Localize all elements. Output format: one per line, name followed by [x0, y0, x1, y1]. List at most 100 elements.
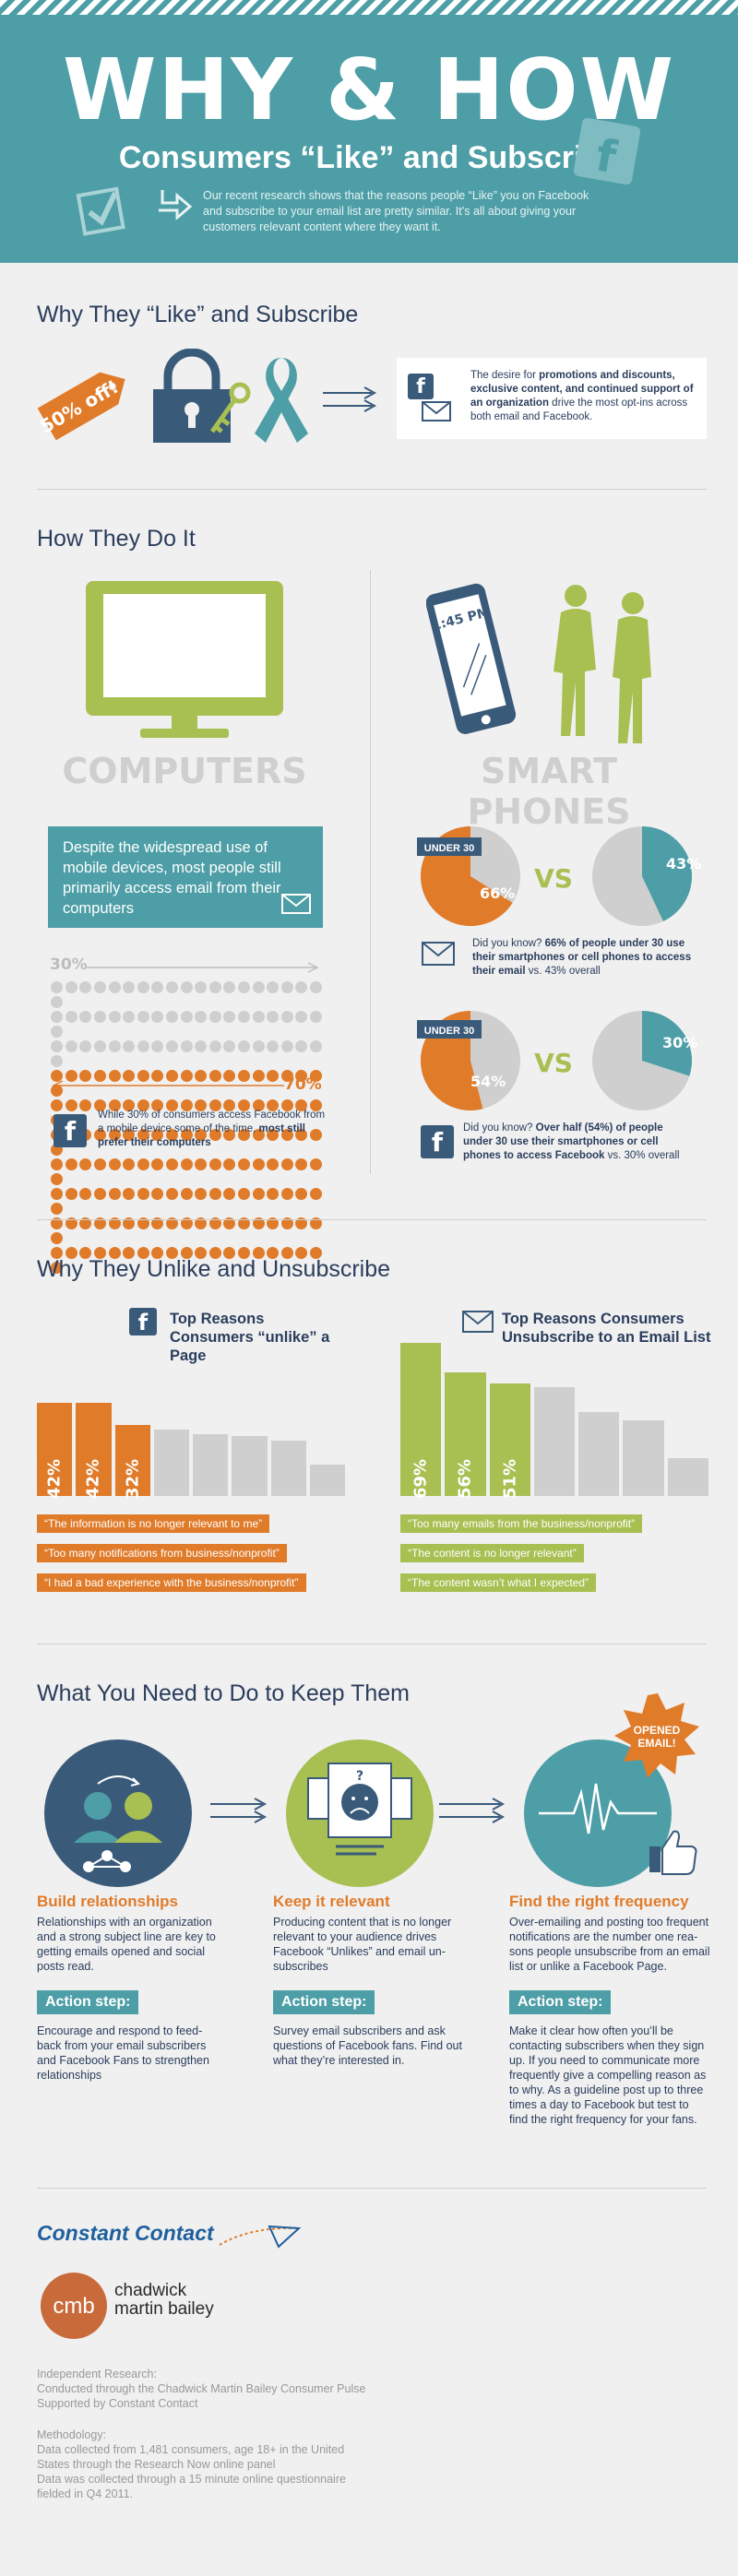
grid-dot — [195, 1129, 208, 1141]
grid-dot — [280, 1099, 293, 1111]
grid-dot — [180, 1040, 193, 1052]
grid-dot — [79, 981, 92, 993]
grid-dot — [166, 1040, 179, 1052]
grid-dot — [94, 1129, 107, 1141]
grid-dot — [51, 1188, 64, 1200]
grid-dot — [180, 981, 193, 993]
arrow-line — [52, 1080, 284, 1091]
grid-dot — [94, 1188, 107, 1200]
pie-slice — [642, 1011, 692, 1076]
grid-dot — [137, 1188, 149, 1200]
grid-dot — [137, 1099, 149, 1111]
grid-dot — [94, 1011, 107, 1023]
action-step-text: Survey email subscribers and ask questio… — [273, 2024, 462, 2067]
grid-dot — [195, 1040, 208, 1052]
opened-email-badge: OPENED EMAIL! — [614, 1693, 699, 1778]
unsubscribe-heading: Top Reasons Consumers Unsubscribe to an … — [498, 1308, 716, 1348]
grid-dot — [238, 1040, 251, 1052]
grid-dot — [108, 1070, 121, 1082]
grid-dot — [180, 1070, 193, 1082]
grid-dot — [223, 1040, 236, 1052]
discount-tag-icon: 50% off! — [36, 372, 125, 441]
chart-bar: 42% — [37, 1403, 73, 1499]
grid-dot — [208, 1158, 221, 1170]
header-stripes — [0, 0, 738, 15]
grid-dot — [280, 1188, 293, 1200]
step-title: Keep it relevant — [273, 1893, 390, 1910]
grid-dot — [280, 981, 293, 993]
action-step-label: Action step: — [509, 1990, 612, 2014]
double-arrow-icon — [439, 1798, 506, 1823]
grid-dot — [238, 1011, 251, 1023]
grid-dot — [79, 1070, 92, 1082]
grid-dot — [252, 1011, 265, 1023]
grid-dot — [94, 981, 107, 993]
grid-dot — [123, 1011, 136, 1023]
grid-dot — [252, 981, 265, 993]
grid-dot — [223, 1099, 236, 1111]
grid-dot — [108, 1011, 121, 1023]
grid-dot — [137, 1070, 149, 1082]
grid-dot — [223, 1247, 236, 1259]
grid-dot — [151, 1129, 164, 1141]
grid-dot — [65, 1070, 77, 1082]
under30-label: UNDER 30 — [424, 843, 474, 854]
grid-dot — [208, 1011, 221, 1023]
facebook-tile-icon: f — [573, 117, 641, 185]
chart-bar — [667, 1458, 708, 1496]
action-step-label: Action step: — [273, 1990, 375, 2014]
grid-dot — [252, 1070, 265, 1082]
grid-dot — [137, 1158, 149, 1170]
grid-dot — [180, 1247, 193, 1259]
step-text: Over-emailing and posting too frequent n… — [509, 1916, 710, 1973]
pie-label: 43% — [666, 855, 701, 873]
grid-dot — [65, 1247, 77, 1259]
grid-dot — [252, 1158, 265, 1170]
divider — [37, 1219, 707, 1220]
grid-dot — [309, 1099, 322, 1111]
grid-dot — [137, 1011, 149, 1023]
percent-70-label: 70% — [284, 1075, 322, 1094]
chart-bar: 42% — [76, 1403, 112, 1499]
grid-dot — [151, 1040, 164, 1052]
grid-dot — [180, 1188, 193, 1200]
grid-dot — [223, 1129, 236, 1141]
cmb-logo-mark: cmb — [53, 2294, 94, 2319]
section-title-keep: What You Need to Do to Keep Them — [37, 1680, 410, 1706]
chart-bar: 51% — [489, 1383, 530, 1499]
grid-dot — [309, 1247, 322, 1259]
grid-dot — [295, 1070, 308, 1082]
grid-dot — [295, 1129, 308, 1141]
grid-dot — [123, 981, 136, 993]
grid-dot — [94, 1247, 107, 1259]
grid-dot — [123, 1099, 136, 1111]
constant-contact-logo: Constant Contact — [37, 2221, 214, 2245]
grid-dot — [94, 1217, 107, 1229]
grid-dot — [51, 1217, 64, 1229]
unlike-heading: Top Reasons Consumers “unlike” a Page — [166, 1308, 351, 1367]
grid-dot — [51, 1085, 64, 1097]
grid-dot — [137, 1129, 149, 1141]
section-title-how: How They Do It — [37, 526, 196, 552]
pie2-note: Did you know? Over half (54%) of people … — [463, 1122, 680, 1161]
under30-label: UNDER 30 — [424, 1026, 474, 1037]
grid-dot — [267, 1070, 280, 1082]
grid-dot — [223, 1011, 236, 1023]
grid-dot — [295, 1011, 308, 1023]
grid-dot — [79, 1011, 92, 1023]
relationships-icon — [44, 1739, 192, 1887]
grid-dot — [108, 981, 121, 993]
curved-arrow-icon — [159, 190, 193, 220]
grid-dot — [51, 1099, 64, 1111]
grid-dot — [51, 1203, 64, 1215]
grid-dot — [295, 1099, 308, 1111]
grid-dot — [137, 1040, 149, 1052]
badge-text-2: EMAIL! — [637, 1737, 675, 1750]
grid-dot — [295, 1217, 308, 1229]
grid-dot — [309, 1188, 322, 1200]
divider — [37, 489, 707, 490]
pie-label: 66% — [480, 884, 515, 902]
grid-dot — [79, 1040, 92, 1052]
grid-dot — [108, 1040, 121, 1052]
grid-dot — [223, 981, 236, 993]
